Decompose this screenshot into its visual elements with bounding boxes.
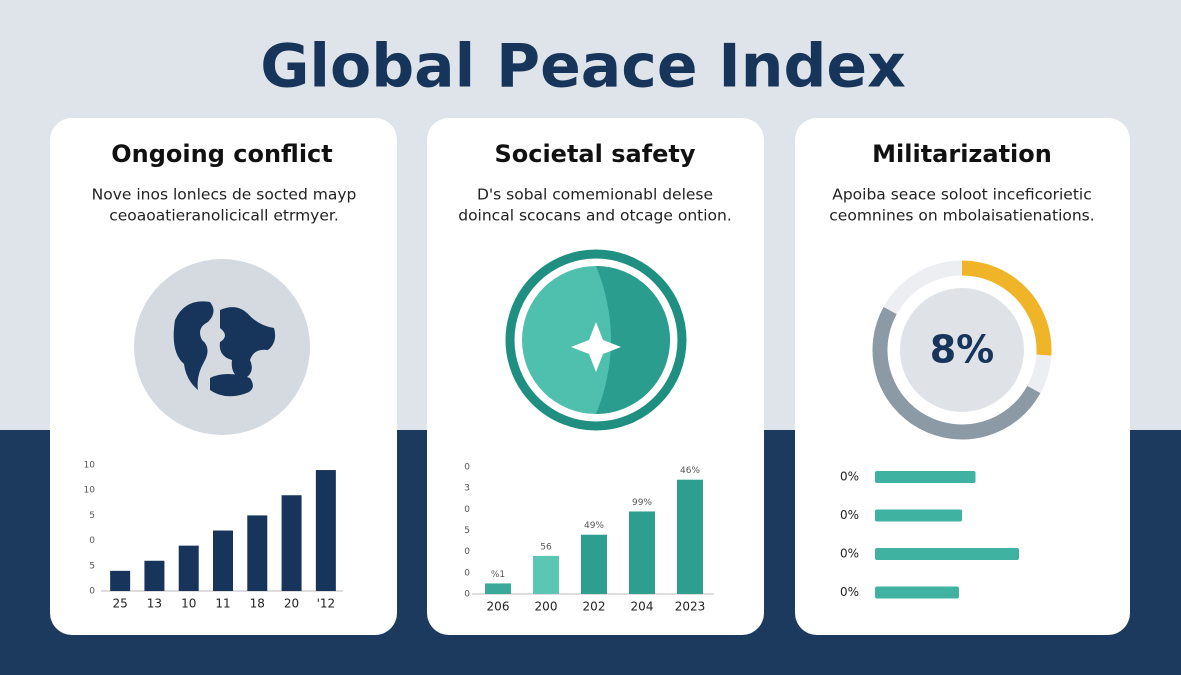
card-text: doincal scocans and otcage ontion. bbox=[458, 207, 732, 225]
y-tick-label: 3 bbox=[464, 484, 470, 494]
x-tick-label: 20 bbox=[284, 597, 299, 611]
bar bbox=[315, 470, 336, 591]
card-heading: Ongoing conflict bbox=[111, 140, 333, 168]
y-tick-label: 5 bbox=[89, 511, 95, 521]
data-annotation: 46% bbox=[680, 466, 700, 476]
bar bbox=[533, 555, 559, 594]
bar bbox=[178, 545, 199, 591]
y-tick-label: 10 bbox=[84, 486, 96, 496]
x-tick-label: 18 bbox=[250, 597, 265, 611]
x-tick-label: 200 bbox=[535, 600, 558, 614]
x-tick-label: 202 bbox=[583, 600, 606, 614]
bar bbox=[875, 509, 962, 522]
card-text: Nove inos lonlecs de socted mayp bbox=[92, 186, 357, 204]
bar bbox=[875, 548, 1019, 560]
x-tick-label: 25 bbox=[113, 597, 128, 611]
globe-icon bbox=[134, 259, 310, 435]
row-label: 0% bbox=[840, 508, 859, 522]
y-tick-label: 5 bbox=[89, 561, 95, 571]
card-text: ceoaoatieranolicicall etrmyer. bbox=[109, 207, 339, 225]
bar bbox=[581, 534, 607, 594]
card-heading: Societal safety bbox=[494, 140, 695, 168]
gauge-segment bbox=[1027, 354, 1052, 394]
data-annotation: 56 bbox=[540, 542, 552, 552]
card-text: ceomnines on mbolaisatienations. bbox=[829, 207, 1094, 225]
row-annotation: -2% bbox=[1049, 467, 1082, 487]
x-tick-label: '12 bbox=[317, 597, 336, 611]
card-heading: Militarization bbox=[872, 140, 1052, 168]
bar bbox=[213, 530, 233, 591]
gauge-segment bbox=[883, 260, 963, 315]
bar bbox=[629, 511, 655, 594]
row-label: 0% bbox=[840, 470, 859, 484]
row-label: 0% bbox=[840, 585, 859, 599]
gauge-segment bbox=[961, 260, 1052, 356]
data-annotation: %1 bbox=[491, 570, 505, 580]
x-tick-label: 206 bbox=[487, 600, 510, 614]
data-annotation: 49% bbox=[584, 521, 604, 531]
shield-icon bbox=[505, 249, 687, 431]
y-tick-label: 0 bbox=[464, 590, 470, 600]
bar bbox=[875, 586, 959, 599]
x-tick-label: 204 bbox=[631, 600, 654, 614]
bar bbox=[247, 515, 268, 591]
row-annotation: -2% bbox=[1049, 506, 1082, 526]
row-annotation: -2% bbox=[1049, 544, 1082, 564]
x-tick-label: 13 bbox=[147, 597, 162, 611]
card-text: D's sobal comemionabl delese bbox=[477, 186, 713, 204]
gauge-label: 8% bbox=[930, 328, 995, 372]
y-tick-label: 0 bbox=[464, 463, 470, 473]
y-tick-label: 10 bbox=[84, 461, 96, 471]
y-tick-label: 5 bbox=[464, 526, 470, 536]
gauge-segment bbox=[872, 306, 1041, 440]
bar bbox=[677, 479, 703, 594]
bar bbox=[110, 570, 131, 591]
data-annotation: 99% bbox=[632, 498, 652, 508]
bar bbox=[281, 495, 302, 591]
y-tick-label: 0 bbox=[464, 547, 470, 557]
y-tick-label: 0 bbox=[89, 536, 95, 546]
gauge-center bbox=[900, 288, 1024, 412]
page-title: Global Peace Index bbox=[260, 32, 906, 102]
y-tick-label: 0 bbox=[464, 505, 470, 515]
bar bbox=[875, 471, 976, 483]
y-tick-label: 0 bbox=[464, 568, 470, 578]
bar bbox=[485, 583, 511, 594]
x-tick-label: 10 bbox=[181, 597, 196, 611]
x-tick-label: 11 bbox=[215, 597, 230, 611]
y-tick-label: 0 bbox=[89, 587, 95, 597]
row-label: 0% bbox=[840, 547, 859, 561]
x-tick-label: 2023 bbox=[675, 600, 706, 614]
bar bbox=[144, 560, 165, 591]
row-annotation: -2% bbox=[1049, 583, 1082, 603]
card-text: Apoiba seace soloot inceficorietic bbox=[832, 186, 1092, 204]
